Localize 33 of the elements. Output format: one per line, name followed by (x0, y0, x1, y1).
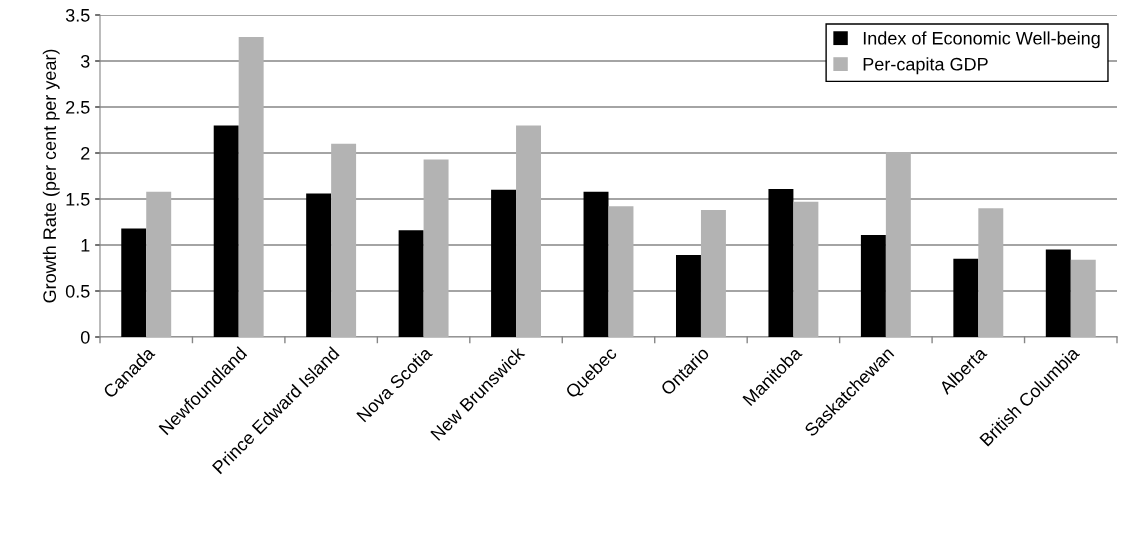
bar (398, 230, 424, 337)
legend-label: Per-capita GDP (863, 57, 988, 75)
bar (860, 234, 886, 337)
y-tick-label: 2 (81, 146, 90, 160)
bar (608, 206, 634, 337)
bar (331, 143, 357, 337)
bar (146, 191, 172, 337)
bar (700, 210, 726, 337)
bar (978, 208, 1004, 337)
legend-label: Index of Economic Well-being (863, 31, 1100, 49)
y-tick-label: 3.5 (65, 8, 90, 22)
bar (953, 258, 979, 337)
y-tick-label: 2.5 (66, 100, 90, 114)
y-tick-label: 3 (80, 54, 90, 68)
bar (583, 191, 609, 337)
bar (491, 189, 517, 337)
bar (306, 193, 332, 337)
bar (675, 255, 701, 337)
bar (516, 125, 542, 337)
bar (238, 37, 264, 337)
bar (1045, 249, 1071, 337)
y-tick-label: 1.5 (66, 193, 90, 206)
bar (213, 125, 239, 337)
y-tick-label: 0 (80, 330, 90, 344)
bar (423, 159, 449, 337)
y-axis-title: Growth Rate (per cent per year) (42, 49, 60, 303)
bar (121, 228, 147, 337)
bar (885, 152, 911, 337)
bar (768, 188, 794, 337)
bar (793, 201, 819, 337)
y-tick-label: 1 (81, 239, 90, 252)
y-tick-label: 0.5 (65, 284, 90, 298)
bar (1070, 259, 1096, 337)
